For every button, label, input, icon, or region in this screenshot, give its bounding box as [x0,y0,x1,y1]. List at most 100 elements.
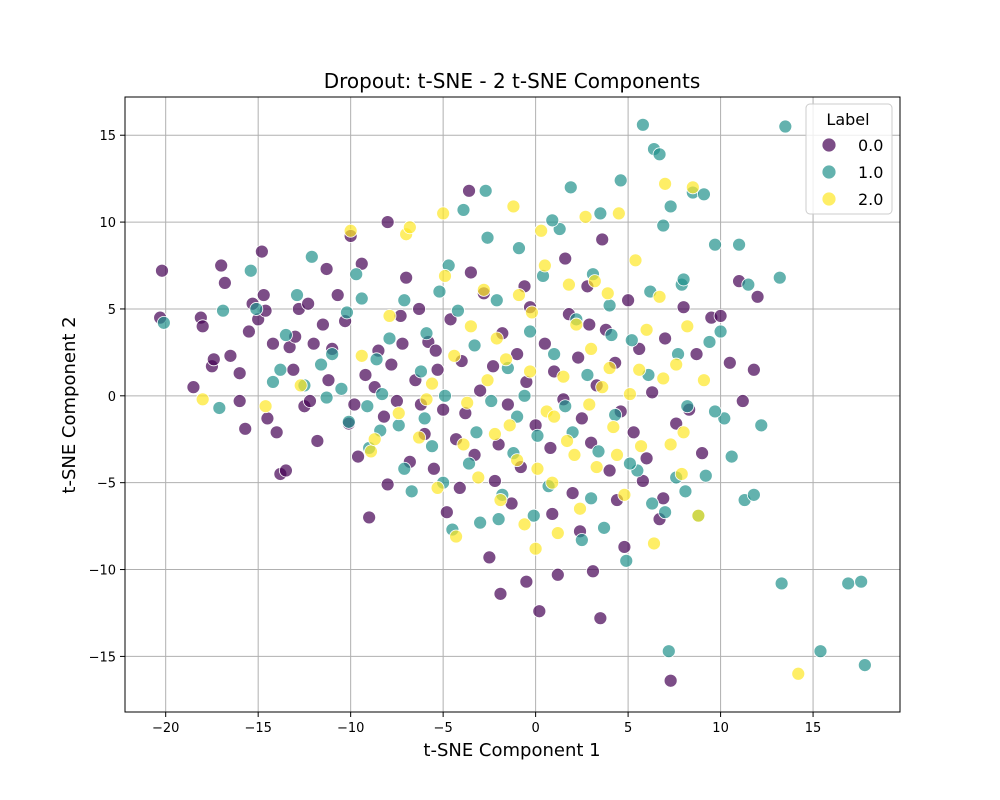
data-point [349,267,364,282]
x-tick-label: 0 [531,721,539,736]
data-point [632,362,647,377]
series-1 [156,117,872,672]
data-point [452,480,467,495]
data-point [652,147,667,162]
data-point [558,399,573,414]
data-point [491,512,506,527]
data-point [697,187,711,202]
data-point [547,409,562,424]
data-point [750,289,765,304]
data-point [532,604,547,619]
data-point [528,541,543,556]
data-point [303,394,317,408]
data-point [156,315,171,330]
data-point [652,289,667,304]
data-point [439,505,454,520]
data-point [602,361,617,375]
data-point [717,411,732,426]
data-point [746,362,761,377]
y-tick-label: 0 [108,390,116,405]
data-point [558,251,573,266]
data-point [523,364,537,379]
data-point [155,263,169,278]
data-point [676,300,691,315]
legend-label: 0.0 [858,136,883,155]
data-point [537,336,552,351]
data-point [463,319,478,334]
data-point [216,303,230,318]
data-point [512,241,526,256]
data-point [550,526,565,540]
data-point [530,461,545,476]
data-point [279,463,293,478]
data-point [713,324,728,339]
data-point [319,390,334,405]
data-point [680,319,695,334]
data-point [604,328,619,342]
data-point [691,508,706,523]
data-point [301,296,316,311]
data-point [608,408,623,422]
data-point [428,343,443,358]
data-point [606,420,621,434]
data-point [645,496,660,511]
data-point [314,357,328,372]
y-tick-label: −15 [89,650,116,665]
data-point [480,373,495,388]
x-tick-label: −10 [337,721,364,736]
data-point [382,331,397,346]
data-point [647,536,661,551]
data-point [545,213,560,228]
data-point [449,529,463,544]
data-point [402,220,417,235]
data-point [741,277,756,292]
data-point [397,293,412,308]
data-point [456,437,471,452]
data-point [438,269,452,283]
data-point [593,206,608,221]
data-point [232,394,247,408]
data-point [482,550,497,565]
data-point [574,411,589,426]
data-point [639,451,654,466]
data-point [628,253,643,268]
data-point [656,218,671,233]
data-point [623,456,637,471]
data-point [623,387,637,401]
legend-marker [821,191,837,207]
data-point [562,277,576,292]
data-point [663,673,678,688]
x-tick-label: 5 [624,721,632,736]
data-point [746,487,761,502]
data-point [857,658,872,672]
data-point [316,317,330,332]
data-point [582,317,597,332]
data-point [212,401,227,415]
data-point [556,369,571,384]
data-point [451,303,465,318]
data-point [772,270,787,285]
data-point [635,117,650,132]
data-point [610,447,624,462]
y-tick-label: 15 [99,129,116,144]
data-point [319,262,334,276]
data-point [432,284,447,299]
y-tick-label: −10 [89,564,116,579]
data-point [676,425,691,440]
data-point [656,371,671,386]
data-point [382,308,397,323]
data-point [697,373,711,388]
data-point [412,430,426,445]
data-point [334,381,349,396]
data-point [480,230,495,245]
data-point [624,333,639,348]
data-point [417,411,432,426]
data-point [304,249,319,264]
x-axis-ticks: −20 −15 −10 −5 0 5 10 15 [152,712,821,736]
data-point [567,447,582,462]
data-point [486,359,500,374]
data-point [689,347,704,362]
data-point [597,520,611,535]
y-axis-ticks: −15 −10 −5 0 5 10 15 [89,129,125,665]
data-point [645,385,660,400]
